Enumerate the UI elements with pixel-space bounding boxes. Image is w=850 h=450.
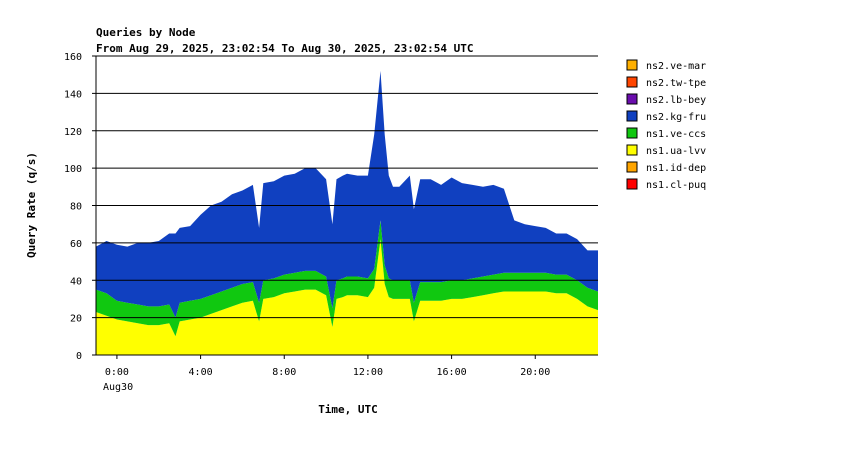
y-tick-label-160: 160 xyxy=(64,52,82,63)
legend-swatch-ns1.cl-puq xyxy=(626,178,638,190)
legend-swatch-ns1.ua-lvv xyxy=(626,144,638,156)
x-axis-label: Time, UTC xyxy=(318,403,378,416)
y-tick-label-0: 0 xyxy=(76,351,82,362)
area-ns1.ua-lvv xyxy=(96,239,598,355)
y-tick-label-120: 120 xyxy=(64,127,82,138)
x-tick-label-4:00: 4:00 xyxy=(189,367,213,378)
x-tick-label-16:00: 16:00 xyxy=(437,367,467,378)
legend-swatch-ns2.lb-bey xyxy=(626,93,638,105)
y-tick-label-80: 80 xyxy=(70,202,82,213)
stacked-areas xyxy=(96,70,598,355)
grid-lines xyxy=(96,55,598,319)
legend: ns2.ve-mar ns2.tw-tpe ns2.lb-bey ns2.kg-fru… xyxy=(626,59,706,191)
x-tick-label-8:00: 8:00 xyxy=(272,367,296,378)
legend-swatch-ns2.ve-mar xyxy=(626,59,638,71)
x-tick-label-20:00: 20:00 xyxy=(520,367,550,378)
y-tick-label-20: 20 xyxy=(70,314,82,325)
legend-label-ns1.id-dep: ns1.id-dep xyxy=(646,163,706,174)
y-tick-label-40: 40 xyxy=(70,276,82,287)
x-tick-label-0:00: 0:00 xyxy=(105,367,129,378)
x-tick-labels: 0:00 4:00 8:00 12:00 16:00 20:00 xyxy=(105,355,550,378)
x-date-label: Aug30 xyxy=(103,382,133,393)
area-ns2.kg-fru xyxy=(96,70,598,318)
y-axis-label: Query Rate (q/s) xyxy=(25,152,38,258)
legend-swatch-ns2.tw-tpe xyxy=(626,76,638,88)
legend-label-ns1.cl-puq: ns1.cl-puq xyxy=(646,180,706,191)
legend-label-ns1.ve-ccs: ns1.ve-ccs xyxy=(646,129,706,140)
y-tick-label-60: 60 xyxy=(70,239,82,250)
chart-subtitle: From Aug 29, 2025, 23:02:54 To Aug 30, 2… xyxy=(96,42,474,55)
legend-label-ns2.kg-fru: ns2.kg-fru xyxy=(646,112,706,123)
y-tick-label-100: 100 xyxy=(64,164,82,175)
legend-swatch-ns1.ve-ccs xyxy=(626,127,638,139)
legend-swatch-ns2.kg-fru xyxy=(626,110,638,122)
y-tick-label-140: 140 xyxy=(64,89,82,100)
legend-swatch-ns1.id-dep xyxy=(626,161,638,173)
legend-label-ns2.lb-bey: ns2.lb-bey xyxy=(646,95,706,106)
area-ns1.ve-ccs xyxy=(96,220,598,337)
legend-label-ns2.tw-tpe: ns2.tw-tpe xyxy=(646,78,706,89)
legend-label-ns2.ve-mar: ns2.ve-mar xyxy=(646,61,706,72)
legend-label-ns1.ua-lvv: ns1.ua-lvv xyxy=(646,146,706,157)
x-tick-label-12:00: 12:00 xyxy=(353,367,383,378)
chart-title: Queries by Node xyxy=(96,26,196,39)
y-tick-labels: 0 20 40 60 80 100 120 140 160 xyxy=(64,52,96,362)
